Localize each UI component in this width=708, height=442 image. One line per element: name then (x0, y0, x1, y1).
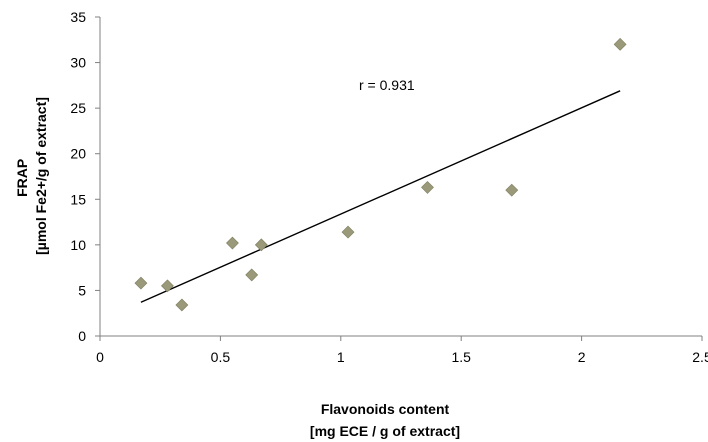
y-tick-label: 0 (78, 328, 86, 344)
data-points (134, 37, 627, 312)
y-tick-label: 20 (70, 146, 86, 162)
data-point (175, 298, 189, 312)
x-tick-label: 0.5 (211, 349, 231, 365)
x-axis-title-line-1: Flavonoids content (321, 401, 450, 417)
axes (95, 16, 703, 341)
y-tick-label: 10 (70, 237, 86, 253)
x-axis-title-line-2: [mg ECE / g of extract] (310, 423, 460, 439)
data-point (160, 279, 174, 293)
y-tick-label: 5 (78, 282, 86, 298)
y-axis-title: FRAP [µmol Fe2+/g of extract] (14, 97, 49, 255)
y-tick-label: 15 (70, 191, 86, 207)
data-point (245, 268, 259, 282)
data-point (254, 238, 268, 252)
x-tick-label: 2 (578, 349, 586, 365)
y-axis-title-line-2: [µmol Fe2+/g of extract] (33, 97, 49, 255)
y-tick-label: 35 (70, 9, 86, 25)
x-tick-label: 2.5 (692, 349, 708, 365)
trendline (140, 90, 621, 303)
y-tick-label: 30 (70, 55, 86, 71)
trendline-group (140, 90, 621, 303)
data-point (226, 236, 239, 250)
data-point (341, 225, 355, 239)
tick-labels: 0 5 10 15 20 25 30 35 0 0.5 1 1.5 2 2.5 (70, 9, 708, 365)
data-point (134, 276, 148, 290)
x-tick-label: 1.5 (451, 349, 471, 365)
data-point (613, 37, 627, 51)
y-tick-label: 25 (70, 100, 86, 116)
correlation-annotation: r = 0.931 (359, 77, 415, 93)
x-tick-label: 1 (337, 349, 345, 365)
y-axis-title-line-1: FRAP (14, 159, 30, 197)
data-point (505, 183, 519, 197)
x-tick-label: 0 (96, 349, 104, 365)
data-point (421, 181, 434, 194)
